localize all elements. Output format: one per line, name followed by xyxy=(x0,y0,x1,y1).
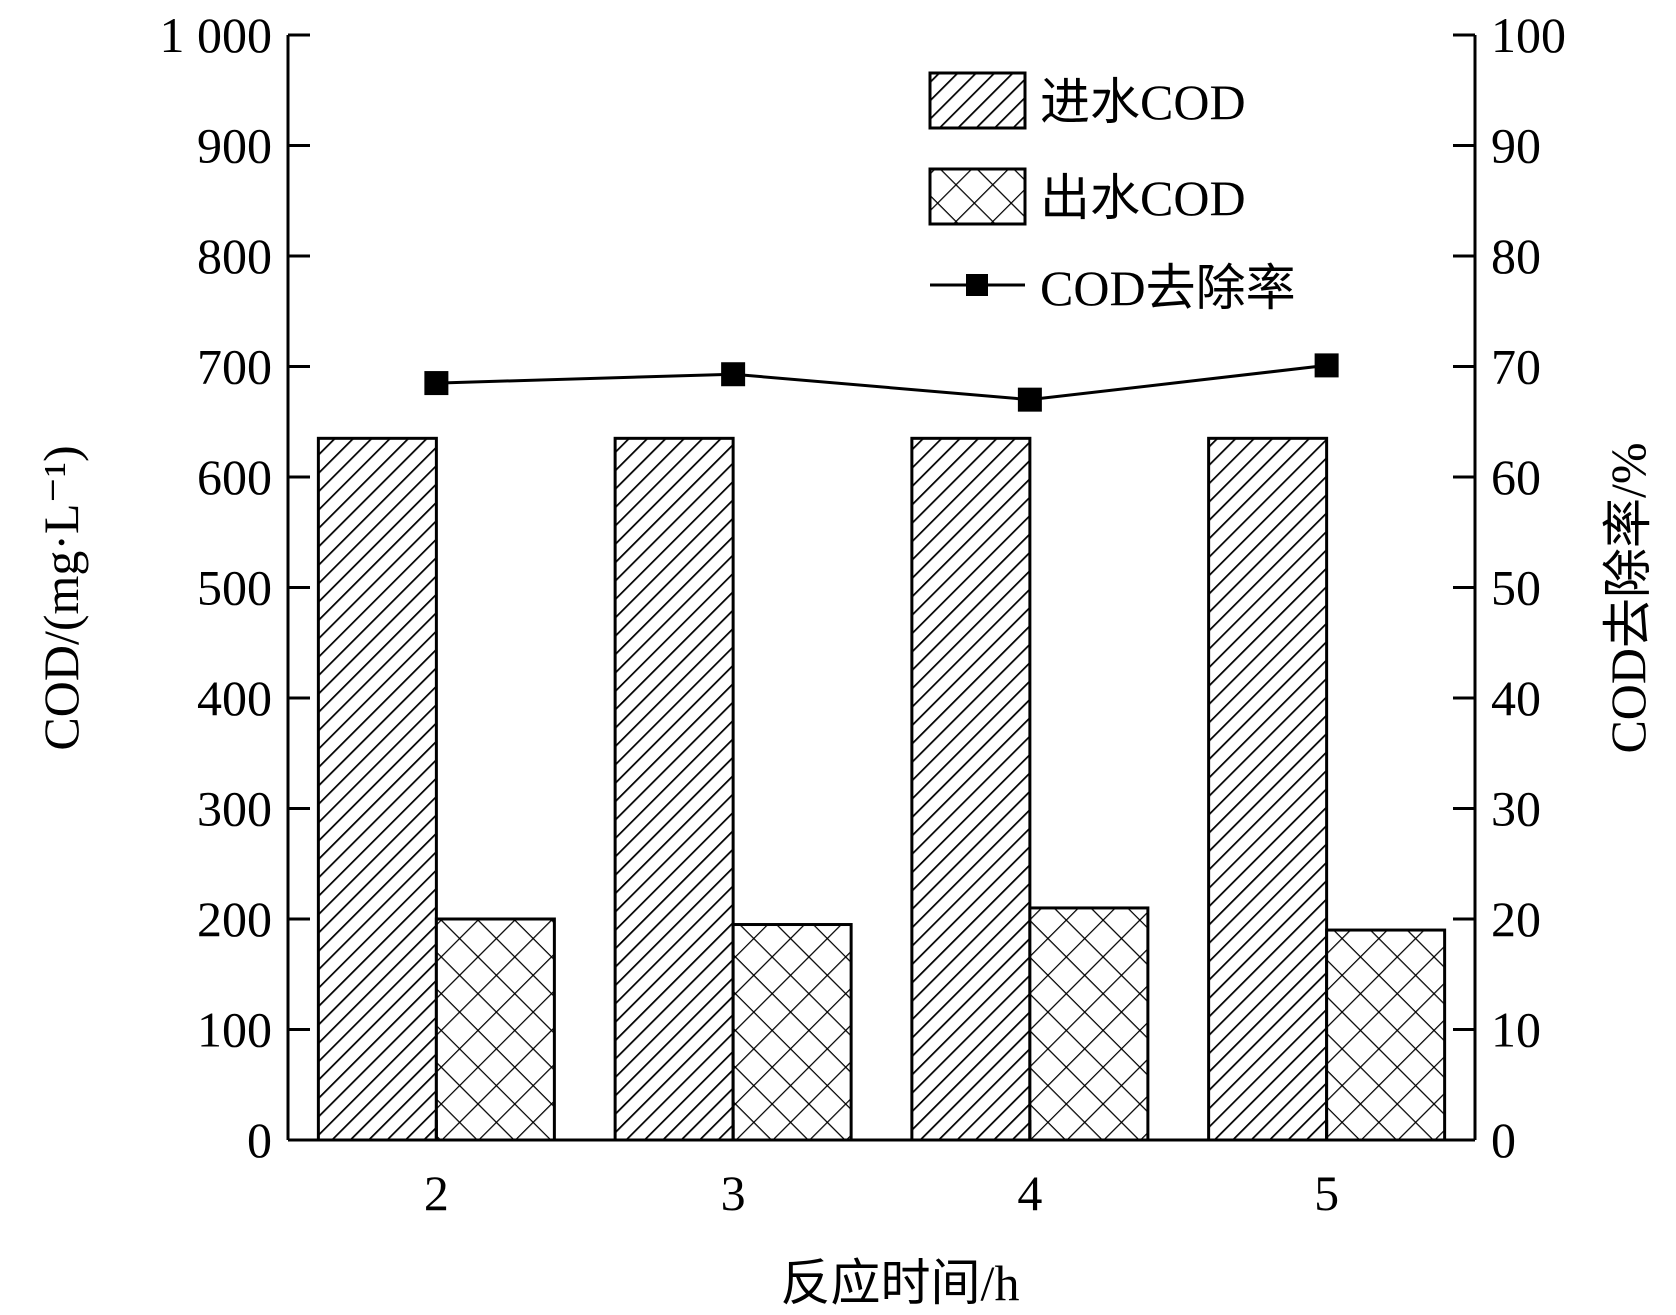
line-layer xyxy=(424,353,1339,412)
bar-effluent-cod xyxy=(1028,906,1150,1142)
left-y-tick-label: 400 xyxy=(197,670,272,726)
left-y-tick-label: 600 xyxy=(197,449,272,505)
right-y-tick-label: 50 xyxy=(1491,560,1541,616)
bar-influent-cod xyxy=(316,436,438,1142)
right-y-tick-label: 70 xyxy=(1491,339,1541,395)
right-y-tick-label: 40 xyxy=(1491,670,1541,726)
legend-swatch-effluent xyxy=(928,167,1027,226)
x-tick-label: 5 xyxy=(1314,1165,1339,1221)
right-y-tick-label: 0 xyxy=(1491,1112,1516,1168)
bar-effluent-cod xyxy=(434,917,556,1142)
right-y-tick-label: 20 xyxy=(1491,891,1541,947)
point-removal-rate xyxy=(424,371,449,396)
left-y-tick-label: 200 xyxy=(197,891,272,947)
bar-effluent-cod xyxy=(1325,928,1447,1142)
left-y-tick-label: 700 xyxy=(197,339,272,395)
x-tick-label: 2 xyxy=(424,1165,449,1221)
x-axis-title: 反应时间/h xyxy=(781,1255,1020,1311)
right-y-axis-title: COD去除率/% xyxy=(1600,442,1656,753)
right-y-tick-label: 80 xyxy=(1491,228,1541,284)
right-y-tick-label: 60 xyxy=(1491,449,1541,505)
right-y-tick-label: 90 xyxy=(1491,118,1541,174)
legend-label-effluent: 出水COD xyxy=(1040,170,1246,226)
legend-swatch-influent xyxy=(928,71,1027,130)
legend-label-removal: COD去除率 xyxy=(1040,260,1296,316)
point-removal-rate xyxy=(721,362,746,387)
left-y-axis-title: COD/(mg·L⁻¹) xyxy=(33,445,89,750)
bar-influent-cod xyxy=(1207,436,1329,1142)
legend-label-influent: 进水COD xyxy=(1040,74,1246,130)
point-removal-rate xyxy=(1314,353,1339,378)
left-y-tick-label: 900 xyxy=(197,118,272,174)
x-tick-label: 4 xyxy=(1017,1165,1042,1221)
legend-marker-removal xyxy=(966,274,988,296)
x-tick-label: 3 xyxy=(721,1165,746,1221)
right-y-tick-label: 30 xyxy=(1491,781,1541,837)
axes-layer: 0 100 200 300 400 500 600 700 800 900 1 000 0 10 20 30… xyxy=(160,7,1567,1221)
bar-influent-cod xyxy=(910,436,1032,1142)
bar-influent-cod xyxy=(613,436,735,1142)
left-y-tick-label: 0 xyxy=(247,1112,272,1168)
left-y-tick-label: 500 xyxy=(197,560,272,616)
right-y-tick-label: 10 xyxy=(1491,1002,1541,1058)
series-line-removal-rate xyxy=(436,363,1327,402)
left-y-tick-label: 300 xyxy=(197,781,272,837)
point-removal-rate xyxy=(1017,387,1042,412)
left-y-tick-label: 800 xyxy=(197,228,272,284)
legend: 进水COD 出水COD COD去除率 xyxy=(928,71,1296,316)
bar-effluent-cod xyxy=(731,923,853,1142)
left-y-tick-label: 100 xyxy=(197,1002,272,1058)
left-y-tick-label: 1 000 xyxy=(160,7,273,63)
right-y-tick-label: 100 xyxy=(1491,7,1566,63)
bars-layer xyxy=(316,436,1447,1142)
